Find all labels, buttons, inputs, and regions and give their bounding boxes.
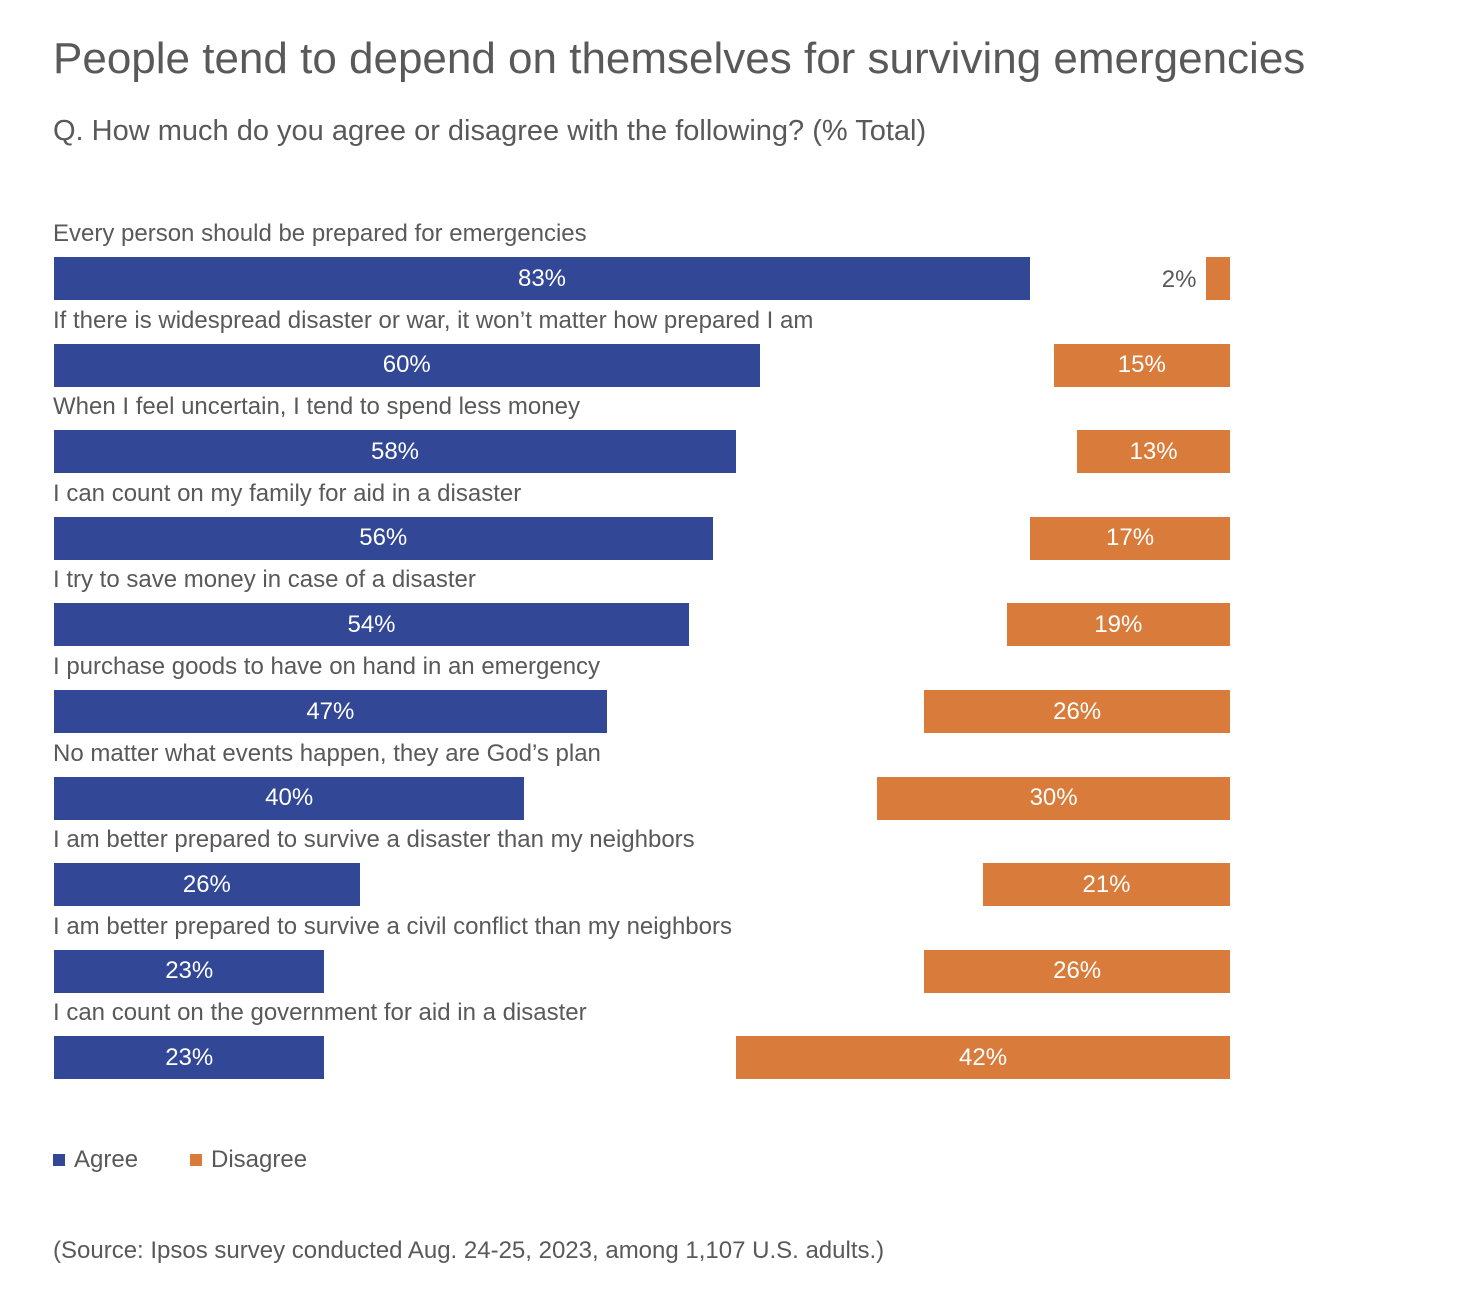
agree-bar: 83% <box>54 257 1030 300</box>
disagree-value-label: 13% <box>1129 437 1178 465</box>
category-label: I can count on my family for aid in a di… <box>53 479 522 507</box>
agree-swatch <box>53 1154 65 1166</box>
disagree-bar: 26% <box>924 949 1230 993</box>
disagree-value-label: 30% <box>1029 784 1078 812</box>
agree-bar: 56% <box>54 516 713 560</box>
legend-item-agree: Agree <box>53 1146 138 1174</box>
source-note: (Source: Ipsos survey conducted Aug. 24-… <box>53 1237 885 1264</box>
category-label: If there is widespread disaster or war, … <box>53 306 814 334</box>
legend-label-disagree: Disagree <box>211 1146 308 1173</box>
disagree-bar: 42% <box>736 1036 1230 1080</box>
category-label: When I feel uncertain, I tend to spend l… <box>53 393 580 421</box>
agree-bar: 58% <box>54 430 737 474</box>
category-label: I purchase goods to have on hand in an e… <box>53 653 601 680</box>
category-label: I am better prepared to survive a disast… <box>53 826 695 854</box>
chart-subtitle: Q. How much do you agree or disagree wit… <box>53 115 927 147</box>
agree-bar: 47% <box>54 690 607 733</box>
legend-label-agree: Agree <box>74 1146 139 1173</box>
disagree-value-label: 42% <box>959 1043 1008 1071</box>
agree-bar: 23% <box>54 1036 325 1080</box>
disagree-bar: 15% <box>1053 343 1230 387</box>
disagree-value-label: 26% <box>1053 957 1102 985</box>
agree-bar: 40% <box>54 776 525 820</box>
disagree-bar: 19% <box>1006 603 1230 647</box>
category-label: No matter what events happen, they are G… <box>53 739 601 767</box>
agree-bar: 23% <box>54 949 325 993</box>
disagree-value-label: 17% <box>1106 524 1155 552</box>
category-label: I can count on the government for aid in… <box>53 999 587 1027</box>
disagree-swatch <box>190 1154 202 1166</box>
disagree-value-label: 21% <box>1082 870 1131 898</box>
disagree-value-label: 19% <box>1094 610 1143 638</box>
disagree-bar <box>1206 257 1230 300</box>
agree-bar: 54% <box>54 603 689 647</box>
category-label: Every person should be prepared for emer… <box>53 220 587 247</box>
disagree-bar: 30% <box>877 776 1230 820</box>
disagree-bar: 21% <box>983 863 1230 907</box>
disagree-bar: 17% <box>1030 516 1230 560</box>
category-label: I am better prepared to survive a civil … <box>53 912 732 940</box>
agree-bar: 26% <box>54 863 360 907</box>
chart-title: People tend to depend on themselves for … <box>53 34 1306 83</box>
disagree-value-label: 26% <box>1053 697 1102 725</box>
category-label: I try to save money in case of a disaste… <box>53 566 476 594</box>
disagree-value-label: 2% <box>1161 266 1197 293</box>
legend-item-disagree: Disagree <box>190 1146 307 1174</box>
disagree-bar: 13% <box>1077 430 1230 474</box>
disagree-value-label: 15% <box>1117 351 1166 379</box>
agree-bar: 60% <box>54 343 760 387</box>
disagree-bar: 26% <box>924 690 1230 733</box>
